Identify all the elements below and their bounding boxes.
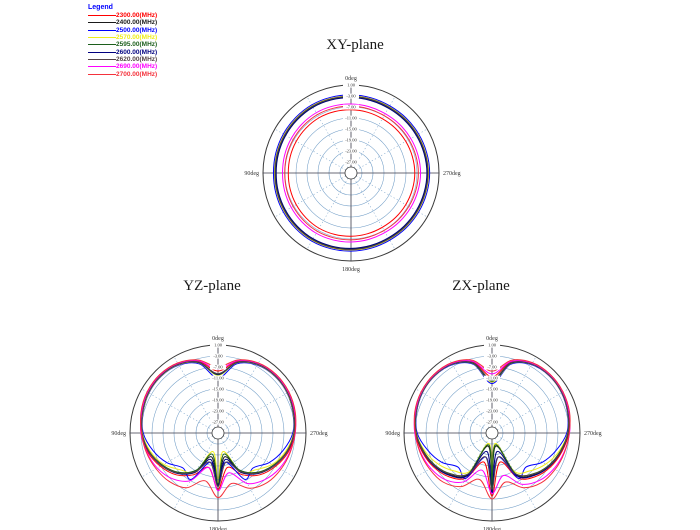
angle-label-0deg: 0deg (345, 76, 357, 82)
angle-label-270deg: 270deg (584, 431, 602, 437)
radial-tick-label: 1.00 (488, 343, 497, 348)
angle-label-0deg: 0deg (486, 336, 498, 342)
angle-label-90deg: 90deg (385, 431, 400, 437)
radial-tick-label: -23.00 (345, 149, 357, 154)
radial-tick-label: -19.00 (486, 398, 498, 403)
legend-line-swatch (88, 15, 116, 17)
radial-tick-label: -27.00 (345, 160, 357, 165)
legend-line-swatch (88, 37, 116, 39)
legend: Legend 2300.00(MHz) 2400.00(MHz) 2500.00(M… (88, 3, 157, 78)
radial-tick-label: -11.00 (486, 376, 498, 381)
legend-label: 2300.00(MHz) (116, 12, 158, 20)
pattern-curve-270000 (140, 359, 297, 499)
chart-title-zx-plane: ZX-plane (452, 278, 510, 294)
radial-tick-label: -15.00 (345, 127, 357, 132)
legend-line-swatch (88, 73, 116, 75)
radial-tick-label: -7.00 (346, 105, 356, 110)
radial-tick-label: -19.00 (212, 398, 224, 403)
yz-plane-polar-plot: 1.00 -3.00 -7.00 -11.00 -15.00 -19.00 -23.00 -2… (111, 336, 328, 530)
chart-title-xy-plane: XY-plane (326, 37, 384, 53)
legend-entry: 2595.00(MHz) (88, 41, 157, 48)
radial-tick-label: -23.00 (212, 409, 224, 414)
legend-label: 2600.00(MHz) (116, 48, 158, 56)
xy-plane-polar-plot: 1.00 -3.00 -7.00 -11.00 -15.00 -19.00 -23.00 -2… (244, 76, 461, 273)
legend-label: 2500.00(MHz) (116, 26, 158, 34)
radial-tick-label: -3.00 (213, 354, 223, 359)
radial-tick-label: -27.00 (486, 420, 498, 425)
legend-entry: 2400.00(MHz) (88, 19, 157, 26)
pattern-curve-270000 (413, 359, 571, 500)
pattern-curve-260000 (275, 97, 428, 249)
radial-tick-label: -7.00 (213, 365, 223, 370)
angle-label-180deg: 180deg (483, 527, 501, 530)
legend-label: 2595.00(MHz) (116, 41, 158, 49)
radial-tick-label: 1.00 (347, 83, 356, 88)
radial-tick-label: -27.00 (212, 420, 224, 425)
radial-tick-label: -23.00 (486, 409, 498, 414)
legend-line-swatch (88, 44, 116, 46)
pattern-curve-270000 (284, 105, 419, 241)
radial-tick-label: -11.00 (212, 376, 224, 381)
legend-entry: 2300.00(MHz) (88, 12, 157, 19)
angle-label-180deg: 180deg (342, 267, 360, 273)
legend-entry: 2690.00(MHz) (88, 63, 157, 70)
pattern-curve-269000 (282, 103, 422, 243)
pattern-curve-262000 (140, 360, 296, 488)
angle-label-90deg: 90deg (111, 431, 126, 437)
radial-tick-label: -15.00 (212, 387, 224, 392)
radial-tick-label: -11.00 (345, 116, 357, 121)
legend-line-swatch (88, 58, 116, 60)
pattern-curve-262000 (274, 95, 429, 251)
angle-label-270deg: 270deg (443, 171, 461, 177)
legend-line-swatch (88, 66, 116, 68)
zx-plane-polar-plot: 1.00 -3.00 -7.00 -11.00 -15.00 -19.00 -23.00 -2… (385, 336, 602, 530)
legend-line-swatch (88, 22, 116, 24)
angle-label-270deg: 270deg (310, 431, 328, 437)
angle-label-0deg: 0deg (212, 336, 224, 342)
radial-tick-label: -15.00 (486, 387, 498, 392)
radial-tick-label: -3.00 (346, 94, 356, 99)
angle-label-180deg: 180deg (209, 527, 227, 530)
legend-entries: 2300.00(MHz) 2400.00(MHz) 2500.00(MHz) 2570… (88, 12, 157, 78)
legend-title: Legend (88, 4, 113, 11)
legend-label: 2570.00(MHz) (116, 34, 158, 42)
chart-title-yz-plane: YZ-plane (183, 278, 241, 294)
legend-line-swatch (88, 29, 116, 31)
pattern-curve-269000 (139, 359, 297, 492)
legend-line-swatch (88, 51, 116, 53)
radial-tick-label: 1.00 (214, 343, 223, 348)
legend-entry: 2620.00(MHz) (88, 56, 157, 63)
legend-label: 2400.00(MHz) (116, 19, 158, 27)
legend-entry: 2700.00(MHz) (88, 70, 158, 78)
pattern-curve-230000 (287, 109, 416, 237)
legend-entry: 2500.00(MHz) (88, 27, 157, 34)
radial-tick-label: -7.00 (487, 365, 497, 370)
legend-label: 2690.00(MHz) (116, 63, 158, 71)
legend-entry: 2570.00(MHz) (88, 34, 157, 41)
legend-entry: 2600.00(MHz) (88, 48, 158, 56)
radial-tick-label: -3.00 (487, 354, 497, 359)
radial-tick-label: -19.00 (345, 138, 357, 143)
angle-label-90deg: 90deg (244, 171, 259, 177)
legend-label: 2700.00(MHz) (116, 70, 158, 78)
legend-label: 2620.00(MHz) (116, 55, 158, 63)
pattern-curve-262000 (414, 360, 570, 490)
pattern-curve-250000 (272, 94, 431, 252)
